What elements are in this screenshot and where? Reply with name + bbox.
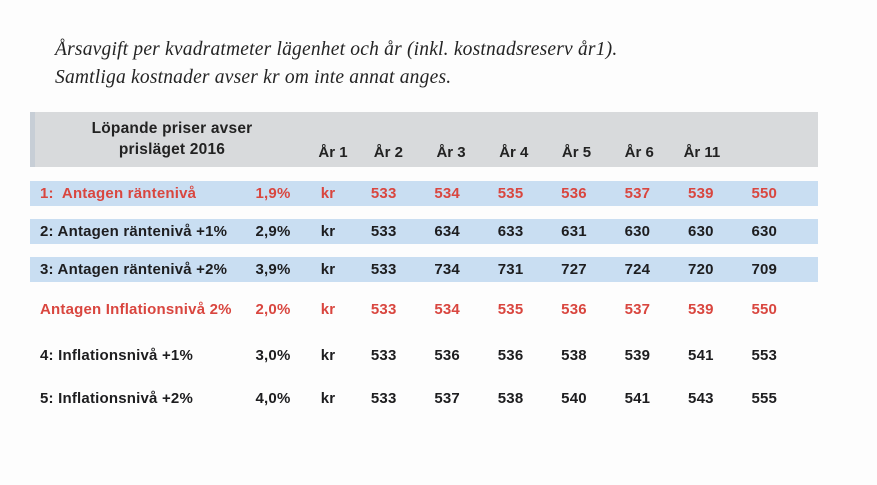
row-value: 550 xyxy=(751,185,778,202)
header-label-line-2: prisläget 2016 xyxy=(118,140,226,158)
row-rate: 2,0% xyxy=(255,301,291,318)
row-unit: kr xyxy=(320,390,336,407)
row-value: 538 xyxy=(497,390,524,407)
row-rate: 3,9% xyxy=(255,261,291,278)
row-unit: kr xyxy=(320,261,336,278)
row-label: Antagen Inflationsnivå 2% xyxy=(40,301,232,318)
row-label: 1: Antagen räntenivå xyxy=(40,185,197,202)
table-row: 5: Inflationsnivå +2% 4,0% kr 533 537 538 5… xyxy=(30,386,818,411)
row-value: 535 xyxy=(497,301,524,318)
row-value: 534 xyxy=(434,185,460,202)
row-value: 533 xyxy=(370,185,397,202)
row-rate: 2,9% xyxy=(255,223,291,240)
column-header-year-5: År 6 xyxy=(624,144,654,161)
row-value: 543 xyxy=(688,390,714,407)
table-row: Antagen Inflationsnivå 2% 2,0% kr 533 534… xyxy=(30,297,818,322)
row-value: 539 xyxy=(624,347,651,364)
row-value: 533 xyxy=(370,390,397,407)
row-value: 540 xyxy=(561,390,587,407)
row-value: 553 xyxy=(751,347,778,364)
table-body: 1: Antagen räntenivå 1,9% kr 533 534 535 53… xyxy=(30,181,818,411)
row-value: 537 xyxy=(624,185,651,202)
table-row: 2: Antagen räntenivå +1% 2,9% kr 533 634 6… xyxy=(30,219,818,244)
row-value: 536 xyxy=(497,347,524,364)
row-label: 4: Inflationsnivå +1% xyxy=(40,347,193,364)
row-value: 630 xyxy=(624,223,651,240)
row-value: 550 xyxy=(751,301,778,318)
row-value: 631 xyxy=(561,223,587,240)
row-unit: kr xyxy=(320,223,336,240)
row-value: 539 xyxy=(688,185,714,202)
row-value: 533 xyxy=(370,261,397,278)
row-unit: kr xyxy=(320,185,336,202)
row-value: 555 xyxy=(751,390,778,407)
row-value: 727 xyxy=(561,261,587,278)
row-value: 724 xyxy=(624,261,651,278)
row-value: 536 xyxy=(434,347,460,364)
row-value: 633 xyxy=(497,223,524,240)
row-value: 541 xyxy=(624,390,651,407)
row-value: 539 xyxy=(688,301,714,318)
row-value: 630 xyxy=(751,223,778,240)
row-unit: kr xyxy=(320,301,336,318)
title-line-1: Årsavgift per kvadratmeter lägenhet och … xyxy=(55,39,618,60)
column-header-year-6: År 11 xyxy=(683,144,721,161)
row-value: 537 xyxy=(434,390,460,407)
document-title: Årsavgift per kvadratmeter lägenhet och … xyxy=(55,36,617,92)
column-header-year-0: År 1 xyxy=(318,144,348,161)
row-value: 734 xyxy=(434,261,460,278)
row-rate: 1,9% xyxy=(255,185,291,202)
row-label: 5: Inflationsnivå +2% xyxy=(40,390,193,407)
row-label: 3: Antagen räntenivå +2% xyxy=(40,261,228,278)
row-value: 731 xyxy=(497,261,524,278)
column-header-year-3: År 4 xyxy=(499,144,529,161)
row-value: 536 xyxy=(561,185,587,202)
row-label: 2: Antagen räntenivå +1% xyxy=(40,223,228,240)
row-value: 537 xyxy=(624,301,651,318)
row-value: 536 xyxy=(561,301,587,318)
table-header-label: Löpande priser avser prisläget 2016 xyxy=(35,118,309,160)
row-value: 630 xyxy=(688,223,714,240)
row-rate: 3,0% xyxy=(255,347,291,364)
annual-fee-table: Löpande priser avser prisläget 2016 År 1… xyxy=(30,112,818,411)
row-value: 533 xyxy=(370,347,397,364)
table-header: Löpande priser avser prisläget 2016 År 1… xyxy=(30,112,818,167)
row-value: 541 xyxy=(688,347,714,364)
row-value: 533 xyxy=(370,223,397,240)
row-value: 534 xyxy=(434,301,460,318)
row-value: 720 xyxy=(688,261,714,278)
table-row: 3: Antagen räntenivå +2% 3,9% kr 533 734 7… xyxy=(30,257,818,282)
row-value: 709 xyxy=(751,261,778,278)
header-label-line-1: Löpande priser avser xyxy=(91,119,253,137)
row-value: 538 xyxy=(561,347,587,364)
row-value: 535 xyxy=(497,185,524,202)
table-row: 1: Antagen räntenivå 1,9% kr 533 534 535 53… xyxy=(30,181,818,206)
row-rate: 4,0% xyxy=(255,390,291,407)
title-line-2: Samtliga kostnader avser kr om inte anna… xyxy=(55,67,452,88)
column-header-year-4: År 5 xyxy=(561,144,592,161)
row-value: 533 xyxy=(370,301,397,318)
column-header-year-1: År 2 xyxy=(373,144,403,161)
column-header-year-2: År 3 xyxy=(436,144,466,161)
table-row: 4: Inflationsnivå +1% 3,0% kr 533 536 536 5… xyxy=(30,343,818,368)
row-value: 634 xyxy=(434,223,460,240)
row-unit: kr xyxy=(320,347,336,364)
